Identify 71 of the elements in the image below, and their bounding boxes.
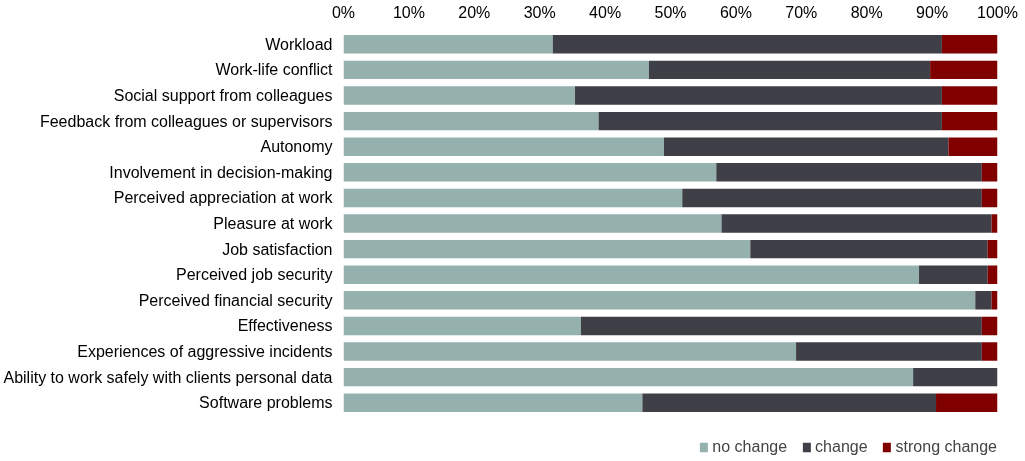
bar — [580, 316, 982, 336]
bar — [642, 393, 937, 412]
bar — [343, 316, 581, 336]
bar — [987, 265, 998, 284]
x-tick-label: 10% — [392, 3, 425, 21]
bar — [343, 111, 599, 131]
x-tick-label: 20% — [458, 3, 491, 21]
bar — [343, 137, 664, 156]
y-tick-label: Pleasure at work — [213, 215, 334, 233]
y-tick-label: Perceived financial security — [138, 291, 333, 309]
bar — [981, 316, 998, 336]
legend-label: change — [815, 438, 868, 456]
y-tick-label: Workload — [265, 35, 333, 53]
legend-label: no change — [712, 438, 788, 456]
bar — [930, 60, 998, 80]
bar — [981, 163, 998, 182]
bar — [343, 291, 976, 310]
y-tick-label: Autonomy — [260, 138, 333, 156]
bar — [575, 86, 942, 105]
y-tick-label: Experiences of aggressive incidents — [77, 343, 333, 361]
x-tick-label: 90% — [916, 3, 949, 21]
bar — [981, 342, 998, 361]
bar — [941, 111, 998, 131]
bar — [941, 35, 998, 54]
bar — [941, 86, 998, 105]
y-tick-label: Feedback from colleagues or supervisors — [39, 112, 333, 130]
bar — [913, 367, 998, 387]
bar — [343, 239, 751, 259]
bar — [750, 239, 988, 259]
bar — [663, 137, 949, 156]
y-tick-label: Perceived appreciation at work — [113, 189, 334, 207]
y-tick-label: Involvement in decision-making — [109, 163, 333, 181]
bar — [936, 393, 998, 412]
bar — [721, 214, 992, 233]
bar — [682, 188, 982, 208]
bar — [343, 393, 643, 412]
y-tick-label: Work-life conflict — [215, 61, 334, 79]
bar — [648, 60, 931, 80]
x-tick-label: 100% — [977, 3, 1018, 21]
bar — [343, 163, 717, 182]
y-tick-label: Software problems — [199, 394, 333, 412]
y-tick-label: Social support from colleagues — [113, 87, 333, 105]
x-tick-label: 60% — [719, 3, 752, 21]
x-tick-label: 70% — [785, 3, 818, 21]
bar — [975, 291, 992, 310]
y-tick-label: Job satisfaction — [222, 240, 333, 258]
y-tick-label: Perceived job security — [175, 266, 333, 284]
bar — [343, 60, 649, 80]
y-tick-label: Effectiveness — [237, 317, 333, 335]
x-tick-label: 30% — [523, 3, 556, 21]
x-tick-label: 50% — [654, 3, 687, 21]
bar — [343, 342, 797, 361]
bar — [343, 367, 914, 387]
bar — [981, 188, 998, 208]
bar — [343, 188, 683, 208]
y-tick-label: Ability to work safely with clients personal data — [3, 368, 333, 386]
bar — [948, 137, 998, 156]
x-tick-label: 40% — [589, 3, 622, 21]
x-tick-label: 0% — [331, 3, 356, 21]
bar — [343, 265, 920, 284]
bar — [552, 35, 942, 54]
bar — [919, 265, 988, 284]
x-tick-label: 80% — [850, 3, 883, 21]
bar — [987, 239, 998, 259]
bar — [343, 214, 722, 233]
legend-label: strong change — [895, 438, 997, 456]
bar — [343, 35, 553, 54]
bar — [716, 163, 982, 182]
bar — [343, 86, 576, 105]
bar — [598, 111, 942, 131]
bar — [796, 342, 982, 361]
